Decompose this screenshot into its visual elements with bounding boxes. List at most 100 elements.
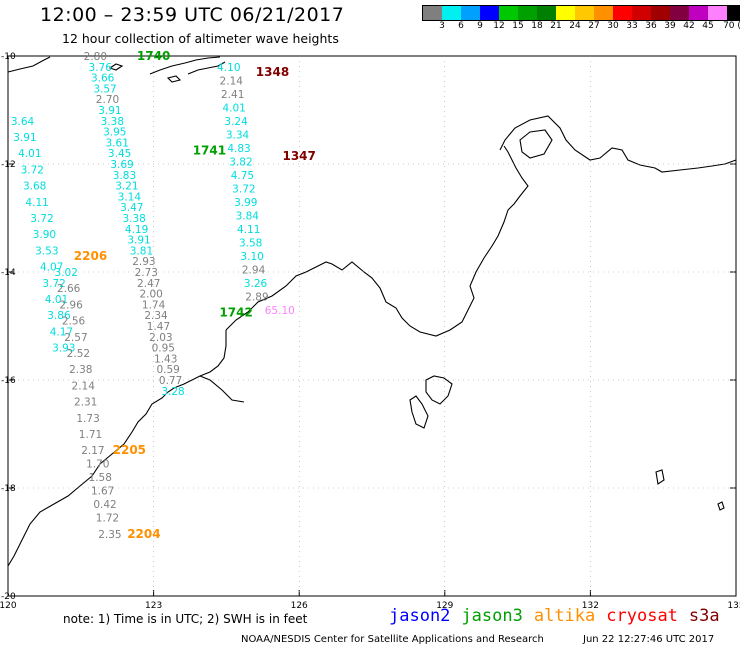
pass-time-label: 2205	[113, 443, 146, 457]
wave-height-value: 2.93	[132, 256, 155, 268]
wave-height-value: 4.01	[18, 148, 41, 160]
wave-height-value: 3.95	[103, 127, 126, 139]
wave-height-value: 4.19	[125, 224, 148, 236]
colorbar-swatch	[727, 6, 740, 20]
wave-height-value: 3.86	[47, 310, 71, 322]
wave-height-value: 3.83	[113, 170, 136, 182]
wave-height-value: 3.38	[101, 116, 124, 128]
wave-height-value: 4.75	[231, 170, 254, 182]
wave-height-value: 4.01	[45, 294, 68, 306]
colorbar-swatch	[423, 6, 442, 20]
wave-height-value: 4.10	[217, 62, 240, 74]
lon-label: 126	[291, 601, 308, 611]
colorbar-label: 15	[512, 21, 524, 31]
wave-height-value: 3.57	[93, 83, 116, 95]
legend-cryosat: cryosat	[606, 606, 678, 626]
wave-height-value: 2.35	[98, 529, 121, 541]
colorbar-swatch	[670, 6, 689, 20]
coastline-small-isle	[655, 469, 725, 511]
wave-height-value: 3.90	[33, 229, 56, 241]
coastline-kimberley	[7, 330, 227, 567]
wave-height-value: 3.72	[42, 278, 65, 290]
wave-height-value: 3.91	[98, 105, 121, 117]
coastline-layer	[7, 56, 737, 567]
colorbar-swatch	[537, 6, 556, 20]
wave-height-value: 65.10	[265, 305, 295, 317]
wave-height-value: 2.57	[64, 332, 87, 344]
pass-time-label: 1740	[137, 49, 170, 63]
pass-time-label: 1741	[193, 144, 226, 158]
wave-height-value: 3.68	[23, 181, 46, 193]
wave-height-value: 3.76	[89, 62, 113, 74]
wave-height-value: 3.69	[110, 159, 133, 171]
colorbar-swatch	[442, 6, 461, 20]
track-labels-layer: 1740 1348 1741 1347 2206 1742 2205 2204	[74, 49, 316, 541]
colorbar-swatch	[480, 6, 499, 20]
wave-height-value: 3.34	[226, 129, 250, 141]
wave-height-value: 3.64	[11, 116, 35, 128]
pass-time-label: 1348	[256, 65, 289, 79]
wave-height-value: 3.21	[115, 181, 138, 193]
wave-height-value: 4.07	[40, 262, 63, 274]
lat-label: -10	[1, 52, 16, 62]
wave-height-value: 1.43	[154, 353, 177, 365]
wave-height-value: 2.80	[84, 51, 107, 63]
colorbar-label: 24	[569, 21, 581, 31]
wave-height-value: 2.70	[96, 94, 119, 106]
map-frame	[7, 55, 737, 597]
colorbar-label: 27	[588, 21, 600, 31]
colorbar-label: 39	[664, 21, 676, 31]
colorbar-label: 42	[683, 21, 695, 31]
wave-height-value: 2.31	[74, 397, 97, 409]
colorbar-swatch	[689, 6, 708, 20]
coastline-australia-north	[225, 145, 529, 337]
wave-height-value: 2.47	[137, 278, 160, 290]
colorbar-swatch	[556, 6, 575, 20]
coastline-island-group	[519, 129, 553, 159]
wave-height-value: 4.11	[25, 197, 48, 209]
coastline-melville	[425, 375, 453, 405]
wave-height-value: 1.67	[91, 486, 114, 498]
colorbar-swatch	[518, 6, 537, 20]
legend-altika: altika	[533, 606, 596, 626]
pass-time-label: 1742	[219, 306, 252, 320]
coastline-islands-north	[149, 56, 226, 75]
colorbar-swatch	[632, 6, 651, 20]
wave-height-value: 2.56	[62, 316, 86, 328]
colorbar-label: 9	[477, 21, 483, 31]
wave-height-value: 3.66	[91, 73, 115, 85]
wave-height-value: 3.99	[234, 197, 257, 209]
wave-height-value: 1.72	[96, 513, 119, 525]
wave-height-value: 1.58	[89, 472, 112, 484]
lat-label: -20	[1, 592, 16, 602]
coastline-timor	[7, 56, 51, 73]
wave-height-value: 3.58	[239, 237, 262, 249]
wave-height-value: 1.71	[79, 429, 102, 441]
pass-time-label: 1347	[282, 149, 315, 163]
wave-height-value: 3.81	[130, 245, 153, 257]
wave-height-value: 2.34	[144, 310, 168, 322]
wave-height-value: 2.14	[220, 75, 244, 87]
lat-label: -14	[1, 268, 16, 278]
wave-height-value: 2.96	[59, 299, 83, 311]
colorbar-label: 18	[531, 21, 543, 31]
tracks-layer: 2.803.763.663.572.703.913.383.953.613.45…	[11, 51, 295, 541]
map-title: 12:00 – 23:59 UTC 06/21/2017	[40, 4, 345, 26]
wave-height-value: 1.73	[76, 413, 99, 425]
wave-height-value: 2.73	[135, 267, 158, 279]
colorbar-label: 6	[458, 21, 464, 31]
coastline-island-small	[108, 63, 182, 83]
colorbar-label: 45	[702, 21, 714, 31]
wave-height-value: 3.26	[244, 278, 268, 290]
colorbar-label: 21	[550, 21, 562, 31]
wave-height-value: 3.02	[55, 267, 78, 279]
wave-height-value: 2.66	[57, 283, 81, 295]
wave-height-value: 2.03	[149, 332, 172, 344]
wave-height-value: 0.59	[156, 364, 179, 376]
map-subtitle: 12 hour collection of altimeter wave hei…	[62, 31, 339, 46]
wave-height-value: 1.70	[86, 459, 109, 471]
colorbar-label: 12	[493, 21, 505, 31]
lat-label: -12	[1, 160, 16, 170]
wave-height-colorbar	[422, 5, 740, 21]
